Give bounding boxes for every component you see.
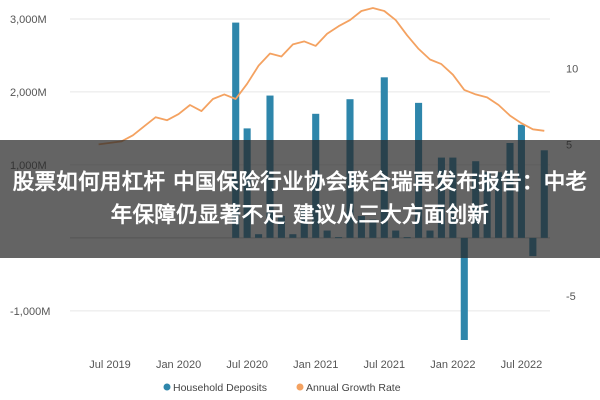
x-axis-tick-label: Jul 2019 — [89, 359, 131, 371]
legend-label-annual-growth-rate: Annual Growth Rate — [306, 382, 401, 394]
x-axis-tick-label: Jul 2021 — [363, 359, 405, 371]
left-axis-tick-label: -1,000M — [10, 306, 50, 318]
growth-rate-line — [98, 7, 545, 146]
legend: Household Deposits Annual Growth Rate — [163, 382, 401, 394]
line-series-annual-growth-rate — [98, 7, 545, 146]
legend-label-household-deposits: Household Deposits — [173, 382, 267, 394]
x-axis-tick-label: Jan 2020 — [156, 359, 201, 371]
right-axis-tick-label: 10 — [566, 64, 578, 76]
x-axis-tick-label: Jan 2021 — [293, 359, 338, 371]
legend-marker-annual-growth-rate — [296, 383, 304, 391]
x-axis-tick-label: Jul 2022 — [501, 359, 543, 371]
bar — [460, 237, 468, 340]
x-axis-ticks: Jul 2019 Jan 2020 Jul 2020 Jan 2021 Jul 2021… — [89, 359, 542, 371]
x-axis-tick-label: Jul 2020 — [226, 359, 268, 371]
right-axis-tick-label: -5 — [566, 291, 576, 303]
left-axis-tick-label: 3,000M — [10, 14, 47, 26]
bar — [232, 22, 240, 238]
left-axis-tick-label: 2,000M — [10, 87, 47, 99]
x-axis-tick-label: Jan 2022 — [430, 359, 475, 371]
legend-marker-household-deposits — [163, 383, 171, 391]
headline-text: 股票如何用杠杆 中国保险行业协会联合瑞再发布报告：中老年保障仍显著不足 建议从三… — [12, 170, 588, 228]
headline-banner: 股票如何用杠杆 中国保险行业协会联合瑞再发布报告：中老年保障仍显著不足 建议从三… — [0, 140, 600, 258]
